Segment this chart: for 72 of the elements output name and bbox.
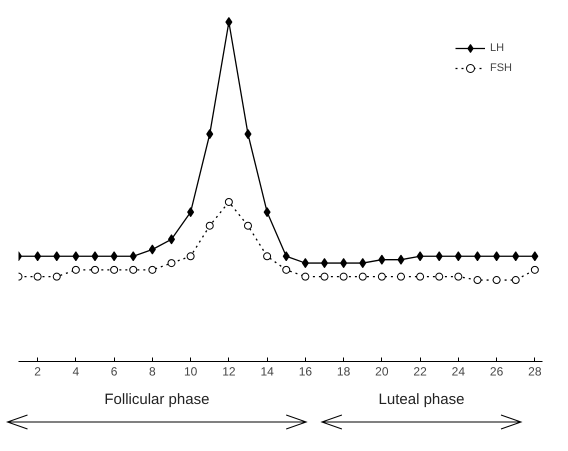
- point: [512, 251, 520, 262]
- text: Follicular phase: [104, 391, 210, 408]
- point: [474, 251, 481, 262]
- x-tick-label: 26: [490, 364, 504, 378]
- x-tick-label: 6: [110, 364, 118, 378]
- point: [34, 251, 42, 262]
- point: [302, 258, 309, 268]
- point: [473, 276, 482, 284]
- point: [224, 198, 233, 206]
- point: [34, 272, 42, 281]
- x-tick-label: 20: [375, 364, 389, 378]
- point: [454, 272, 462, 281]
- x-tick-label: 4: [72, 364, 80, 378]
- point: [378, 272, 386, 281]
- point: [493, 251, 500, 262]
- point: [301, 272, 310, 281]
- point: [90, 266, 99, 274]
- point: [264, 207, 271, 218]
- x-tick-label: 10: [184, 364, 198, 378]
- point: [168, 234, 175, 244]
- point: [435, 272, 444, 281]
- point: [206, 222, 214, 230]
- point: [436, 251, 443, 262]
- x-tick-label: 14: [260, 364, 274, 378]
- point: [263, 252, 272, 260]
- point: [359, 258, 366, 268]
- x-tick-label: 2: [34, 364, 42, 378]
- point: [492, 276, 501, 284]
- point: [53, 251, 60, 262]
- point: [225, 17, 232, 28]
- x-tick-label: 8: [149, 364, 156, 378]
- point: [110, 251, 118, 262]
- point: [282, 251, 290, 262]
- point: [530, 266, 539, 274]
- point: [358, 272, 367, 281]
- point: [340, 258, 348, 268]
- point: [512, 276, 520, 284]
- point: [244, 129, 252, 140]
- point: [187, 207, 194, 218]
- legend-label: FSH: [490, 62, 512, 74]
- point: [416, 251, 424, 262]
- point: [531, 251, 538, 262]
- point: [91, 251, 98, 262]
- x-tick-label: 24: [452, 364, 466, 378]
- point: [397, 254, 404, 265]
- point: [416, 272, 424, 281]
- x-tick-label: 12: [222, 364, 236, 378]
- point: [454, 251, 462, 262]
- text: Luteal phase: [378, 391, 464, 408]
- point: [396, 272, 405, 281]
- point: [148, 244, 156, 254]
- point: [378, 254, 386, 265]
- point: [320, 272, 328, 281]
- point: [320, 258, 328, 268]
- point: [244, 222, 252, 230]
- x-tick-label: 16: [298, 364, 312, 378]
- point: [148, 266, 156, 274]
- point: [129, 266, 138, 274]
- point: [167, 259, 176, 268]
- x-tick-label: 28: [528, 364, 542, 378]
- point: [206, 129, 214, 140]
- point: [340, 272, 348, 281]
- point: [72, 251, 80, 262]
- x-tick-label: 22: [413, 364, 428, 378]
- point: [282, 266, 290, 274]
- point: [186, 252, 195, 260]
- point: [130, 251, 137, 262]
- x-tick-label: 18: [336, 364, 351, 378]
- point: [110, 266, 118, 274]
- point: [72, 266, 80, 274]
- point: [52, 272, 61, 281]
- legend-label: LH: [490, 42, 506, 54]
